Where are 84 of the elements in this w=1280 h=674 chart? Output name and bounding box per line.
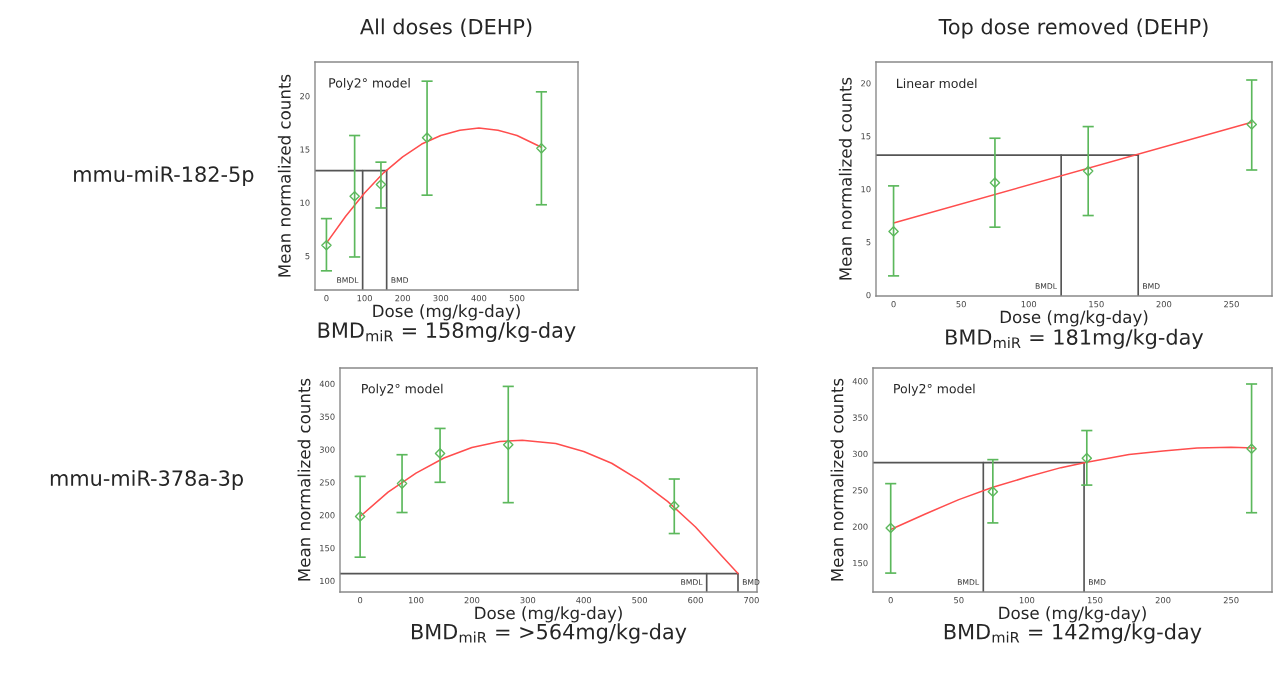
y-tick-label: 300 [319,446,335,453]
text: BMD$_{miR}$ = 142mg/kg-day [944,623,1202,644]
x-tick-label: 0 [891,301,896,308]
point [375,179,387,190]
x-tick-label: 150 [1089,301,1104,308]
x-tick-label: 100 [1021,301,1037,308]
x-tick-label: 200 [395,295,411,302]
y-axis-title: Mean normalized counts [830,378,844,581]
y-tick-label: 200 [852,523,868,530]
x-axis-title: Dose (mg/kg-day) [1000,310,1148,327]
y-tick-label: 5 [305,253,310,260]
y-tick-label: 200 [319,512,335,519]
point [354,511,366,522]
point [321,239,332,251]
text: BMD$_{miR}$ = 181mg/kg-day [946,328,1204,349]
x-tick-label: 150 [1087,597,1103,604]
x-tick-label: 500 [632,597,648,604]
y-tick-label: 15 [861,133,871,140]
y-tick-label: 350 [852,414,868,421]
y-tick-label: 250 [852,487,868,494]
x-axis-title: Dose (mg/kg-day) [475,606,622,623]
point [888,226,899,237]
x-tick-label: 300 [520,597,536,604]
x-tick-label: 0 [888,597,893,604]
x-tick-label: 50 [956,301,966,308]
x-axis-title: Dose (mg/kg-day) [373,304,520,321]
y-tick-label: 20 [861,80,871,87]
point [989,177,1001,189]
y-tick-label: 150 [320,544,335,552]
point [885,522,897,534]
x-tick-label: 100 [1019,597,1035,604]
y-tick-label: 100 [320,577,335,585]
x-tick-label: 400 [576,597,592,604]
chart-title: All doses (DEHP) [360,18,532,37]
x-tick-label: 500 [509,295,525,302]
y-axis-title: Mean normalized counts [277,74,291,277]
point [1082,165,1094,177]
y-axis-title: Mean normalized counts [838,77,852,280]
point [1246,119,1258,130]
x-tick-label: 600 [688,597,703,604]
y-tick-label: 15 [300,146,310,153]
point [434,448,446,459]
point [536,142,547,154]
point [502,439,514,451]
text: BMD$_{miR}$ = 158mg/kg-day [318,321,576,343]
y-tick-label: 10 [300,199,310,206]
chart-title: Top dose removed (DEHP) [938,18,1208,39]
y-axis-title: Mean normalized counts [297,378,311,581]
x-tick-label: 200 [1155,597,1171,604]
x-tick-label: 200 [1156,301,1172,308]
point [396,478,408,489]
point [349,190,360,202]
y-tick-label: 400 [852,378,868,385]
x-tick-label: 100 [357,295,372,302]
x-tick-label: 100 [408,597,424,604]
y-tick-label: 150 [853,559,868,567]
x-axis-title: Dose (mg/kg-day) [999,606,1146,623]
y-tick-label: 350 [319,413,335,420]
y-tick-label: 400 [319,380,335,388]
y-tick-label: 5 [866,239,871,246]
annotation: Poly2° model [329,77,410,91]
x-tick-label: 400 [471,295,487,302]
y-tick-label: 300 [852,450,868,458]
point [668,500,680,512]
annotation: Poly2° model [894,383,975,396]
x-tick-label: 50 [954,597,964,604]
x-tick-label: 250 [1223,597,1239,604]
text: BMD$_{miR}$ = >564mg/kg-day [412,623,687,644]
y-tick-label: 20 [300,93,310,100]
point [1081,452,1093,464]
annotation: Linear model [897,78,977,89]
annotation: Poly2° model [362,383,443,396]
y-tick-label: 250 [319,479,335,486]
text: mmu-miR-378a-3p [50,469,243,491]
point [421,132,433,143]
x-tick-label: 300 [433,295,449,302]
point [987,486,999,497]
x-tick-label: 200 [464,597,480,604]
x-tick-label: 250 [1224,301,1239,308]
x-tick-label: 700 [744,597,759,604]
y-tick-label: 10 [861,186,871,193]
x-tick-label: 0 [358,597,363,604]
point [1246,443,1257,455]
text: mmu-miR-182-5p [74,165,254,187]
